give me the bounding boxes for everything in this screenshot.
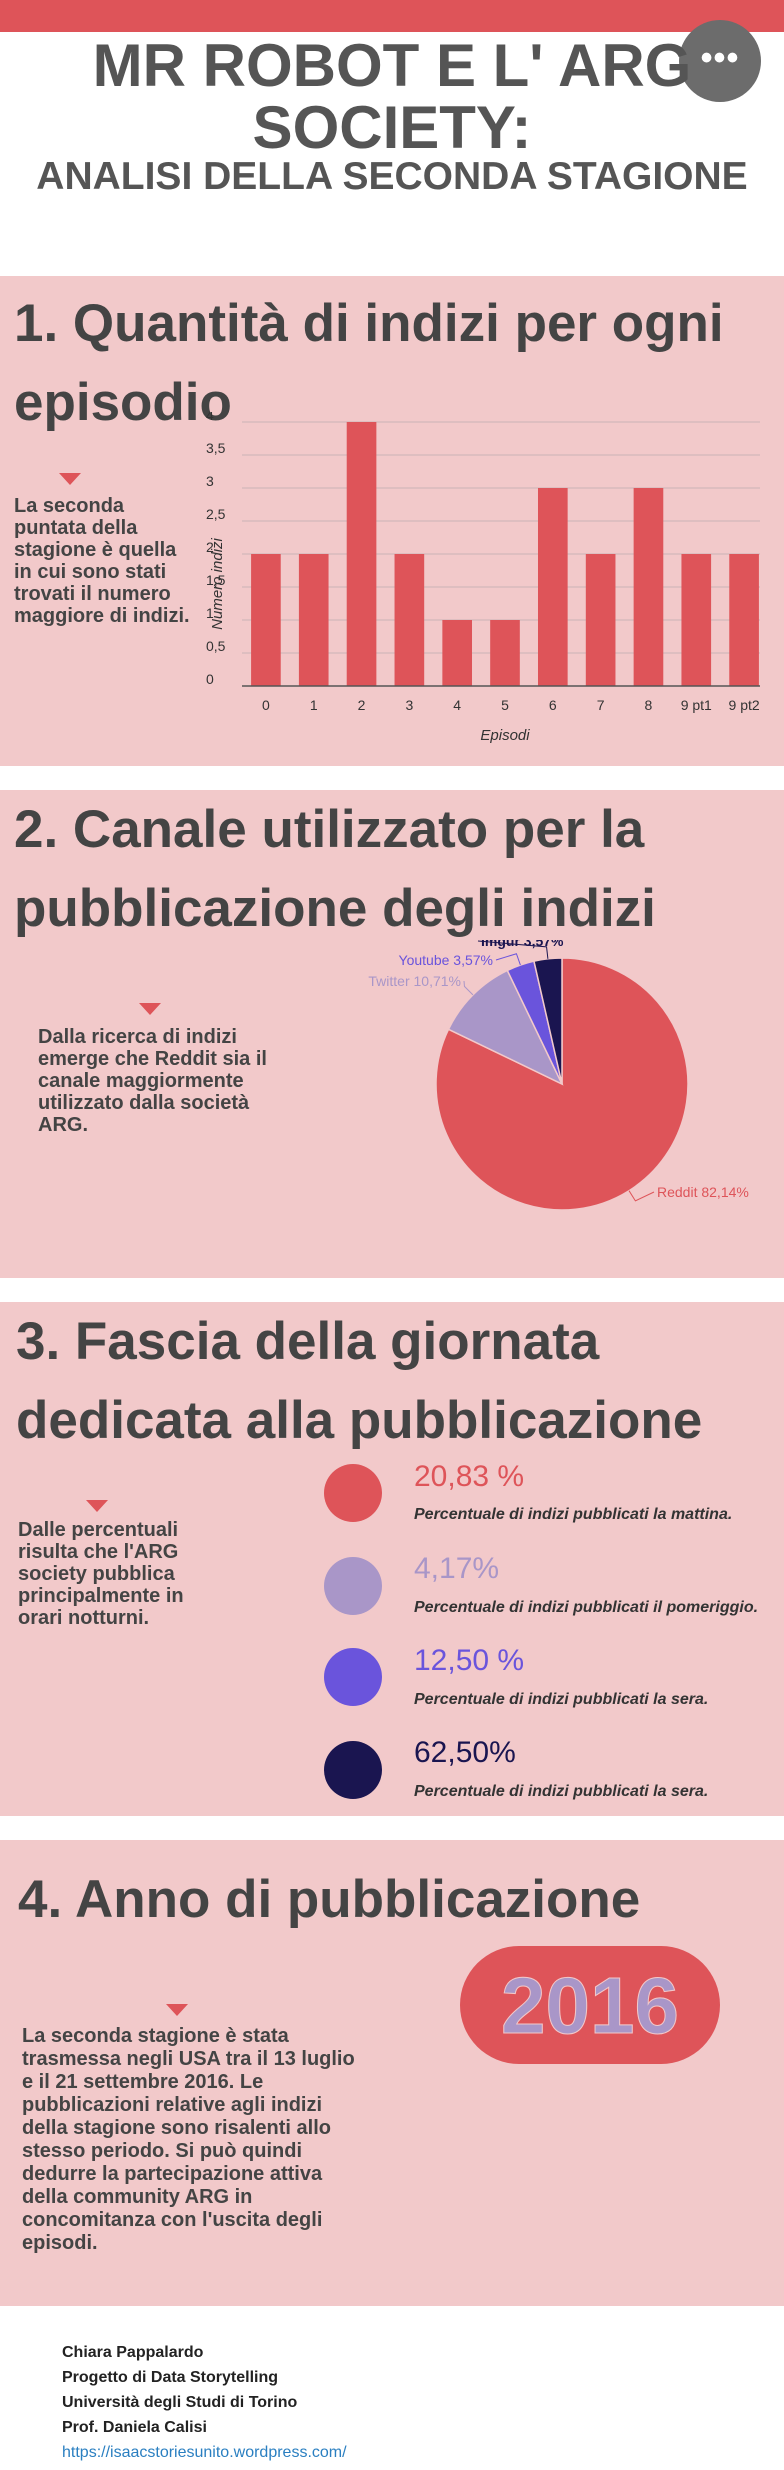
y-tick-label: 1,5 bbox=[206, 572, 226, 588]
footer-link[interactable]: https://isaacstoriesunito.wordpress.com/ bbox=[62, 2444, 347, 2461]
afternoon-percentage: 4,17% bbox=[414, 1552, 500, 1585]
x-tick-label: 9 pt2 bbox=[729, 697, 760, 713]
section4-note: La seconda stagione è stata trasmessa ne… bbox=[22, 2025, 355, 2254]
x-tick-label: 3 bbox=[405, 697, 413, 713]
bar bbox=[490, 620, 520, 686]
section4-title: 4. Anno di pubblicazione bbox=[18, 1870, 641, 1929]
year-badge-pill bbox=[460, 1946, 720, 2064]
section1-title: 1. Quantità di indizi per ogni episodio bbox=[14, 294, 724, 432]
night-label-text: di indizi pubblicati la sera. bbox=[504, 1783, 709, 1800]
year-badge-text: 2016 bbox=[501, 1961, 679, 2050]
footer-author: Chiara Pappalardo bbox=[62, 2344, 204, 2361]
night-percentage: 62,50% bbox=[414, 1736, 516, 1769]
morning-label-text: di indizi pubblicati la mattina. bbox=[504, 1506, 733, 1523]
x-tick-label: 7 bbox=[597, 697, 605, 713]
pie-label: Twitter 10,71% bbox=[368, 973, 461, 989]
section3-title: 3. Fascia della giornata dedicata alla p… bbox=[16, 1312, 703, 1450]
bar bbox=[585, 554, 616, 686]
y-tick-label: 4 bbox=[206, 412, 214, 423]
x-tick-label: 8 bbox=[645, 697, 653, 713]
night-label: Percentuale di indizi pubblicati la sera… bbox=[414, 1783, 708, 1801]
bar bbox=[537, 488, 568, 686]
pie-slice bbox=[533, 957, 563, 1085]
x-tick-label: 0 bbox=[262, 697, 270, 713]
bar bbox=[394, 554, 425, 686]
page-title: MR ROBOT E L' ARG SOCIETY: bbox=[0, 35, 784, 159]
year-badge: 2016 bbox=[460, 1946, 720, 2064]
footer: Chiara Pappalardo Progetto di Data Story… bbox=[62, 2340, 347, 2465]
pie-leader-line bbox=[628, 1190, 655, 1202]
page-title-line2: SOCIETY: bbox=[252, 94, 532, 161]
more-options-button[interactable]: ••• bbox=[679, 20, 761, 102]
pie-leader-line bbox=[477, 940, 549, 959]
bar bbox=[729, 554, 759, 686]
y-tick-label: 3,5 bbox=[206, 440, 226, 456]
section2-title: 2. Canale utilizzato per la pubblicazion… bbox=[14, 800, 656, 938]
pie-label: Youtube 3,57% bbox=[399, 952, 493, 968]
morning-circle bbox=[324, 1464, 382, 1522]
morning-label-prefix: Percentuale bbox=[414, 1506, 505, 1523]
x-tick-label: 9 pt1 bbox=[681, 697, 712, 713]
pie-slice bbox=[435, 957, 689, 1211]
section-time-of-day: 3. Fascia della giornata dedicata alla p… bbox=[0, 1302, 784, 1816]
bar bbox=[442, 620, 473, 686]
pie-label: Imgur 3,57% bbox=[481, 940, 564, 949]
evening-circle bbox=[324, 1648, 382, 1706]
section-publication-year: 4. Anno di pubblicazione 2016 La seconda… bbox=[0, 1840, 784, 2306]
evening-label-text: di indizi pubblicati la sera. bbox=[504, 1691, 709, 1708]
pie-label: Reddit 82,14% bbox=[657, 1184, 749, 1200]
evening-label: Percentuale di indizi pubblicati la sera… bbox=[414, 1691, 708, 1709]
top-accent-bar bbox=[0, 0, 784, 32]
x-axis-title: Episodi bbox=[480, 727, 530, 744]
page-subtitle: ANALISI DELLA SECONDA STAGIONE bbox=[36, 155, 748, 198]
footer-professor: Prof. Daniela Calisi bbox=[62, 2419, 207, 2436]
bar bbox=[346, 422, 377, 686]
section1-note: La seconda puntata della stagione è quel… bbox=[14, 495, 190, 627]
y-tick-label: 2 bbox=[206, 539, 214, 555]
bar bbox=[251, 554, 281, 686]
section2-marker bbox=[139, 1003, 161, 1015]
footer-project: Progetto di Data Storytelling bbox=[62, 2369, 279, 2386]
y-axis-title: Numero indizi bbox=[209, 537, 226, 629]
section3-note: Dalle percentuali risulta che l'ARG soci… bbox=[18, 1519, 184, 1629]
evening-percentage: 12,50 % bbox=[414, 1644, 525, 1677]
section1-marker bbox=[59, 473, 81, 485]
y-tick-label: 3 bbox=[206, 473, 214, 489]
x-tick-label: 4 bbox=[453, 697, 461, 713]
morning-label: Percentuale di indizi pubblicati la matt… bbox=[414, 1506, 732, 1524]
night-label-prefix: Percentuale bbox=[414, 1783, 505, 1800]
morning-percentage: 20,83 % bbox=[414, 1460, 525, 1493]
section3-marker bbox=[86, 1500, 108, 1512]
bar-chart: 0 0,5 1 1,5 2 2,5 3 3,5 4 0 1 2 3 4 5 6 7 8 9 pt1 9 pt2 Epis… bbox=[206, 412, 760, 744]
x-tick-label: 1 bbox=[310, 697, 318, 713]
y-tick-label: 1 bbox=[206, 605, 214, 621]
footer-university: Università degli Studi di Torino bbox=[62, 2394, 298, 2411]
y-tick-label: 0,5 bbox=[206, 638, 226, 654]
section-publication-channel: 2. Canale utilizzato per la pubblicazion… bbox=[0, 790, 784, 1278]
bar bbox=[633, 488, 664, 686]
bar bbox=[298, 554, 329, 686]
pie-leader-line bbox=[463, 980, 474, 996]
afternoon-circle bbox=[324, 1557, 382, 1615]
afternoon-label-prefix: Percentuale bbox=[414, 1599, 505, 1616]
bar bbox=[681, 554, 712, 686]
section-clues-per-episode: 1. Quantità di indizi per ogni episodio … bbox=[0, 276, 784, 766]
pie-chart: Reddit 82,14% Twitter 10,71% Youtube 3,57%… bbox=[368, 940, 749, 1211]
section4-marker bbox=[166, 2004, 188, 2016]
y-tick-label: 2,5 bbox=[206, 506, 226, 522]
x-tick-label: 5 bbox=[501, 697, 509, 713]
page-title-line1: MR ROBOT E L' ARG bbox=[92, 32, 692, 99]
afternoon-label-text: di indizi pubblicati il pomeriggio. bbox=[504, 1599, 759, 1616]
night-circle bbox=[324, 1741, 382, 1799]
afternoon-label: Percentuale di indizi pubblicati il pome… bbox=[414, 1599, 758, 1617]
evening-label-prefix: Percentuale bbox=[414, 1691, 505, 1708]
pie-leader-line bbox=[495, 953, 521, 966]
y-tick-label: 0 bbox=[206, 671, 214, 687]
x-tick-label: 6 bbox=[549, 697, 557, 713]
section2-note: Dalla ricerca di indizi emerge che Reddi… bbox=[38, 1026, 267, 1136]
x-tick-label: 2 bbox=[358, 697, 366, 713]
